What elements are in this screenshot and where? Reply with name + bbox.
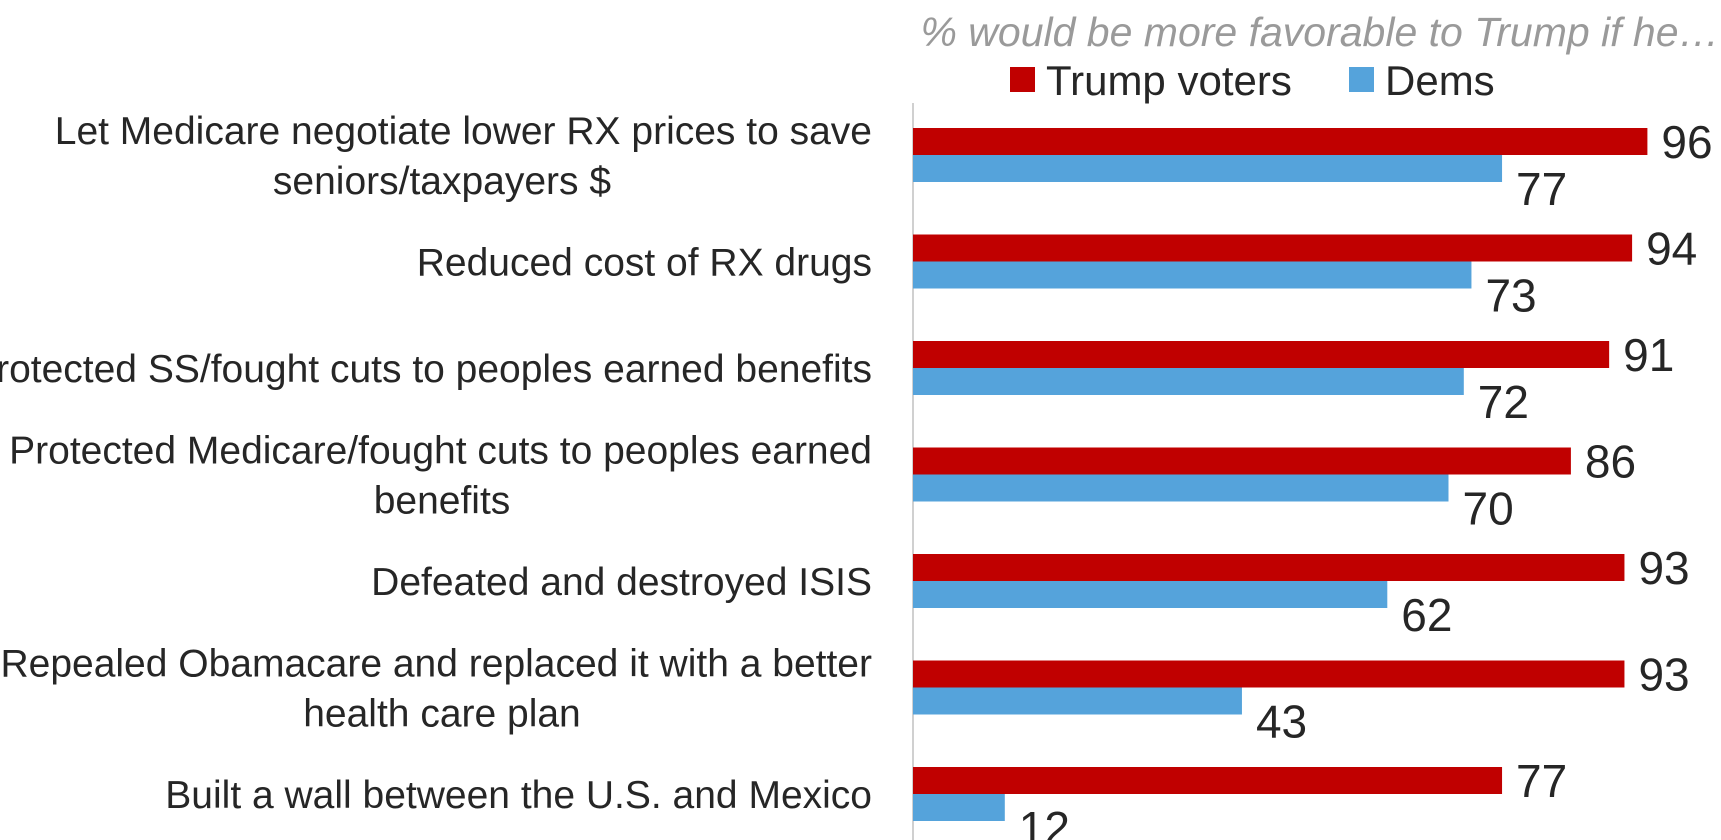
value-label-trump-voters-0: 96 (1661, 116, 1712, 168)
value-label-dems-1: 73 (1485, 270, 1536, 322)
category-label-5-line-0: Repealed Obamacare and replaced it with … (0, 643, 872, 686)
category-label-1-line-0: Reduced cost of RX drugs (417, 242, 872, 285)
category-label-5-line-1: health care plan (303, 693, 581, 736)
chart-subtitle: % would be more favorable to Trump if he… (920, 9, 1719, 55)
value-label-dems-5: 43 (1256, 696, 1307, 748)
legend-swatch-1 (1349, 67, 1374, 92)
value-labels: 96 94 91 86 93 93 77 77 73 72 70 62 43 12 (1019, 116, 1713, 840)
value-label-trump-voters-6: 77 (1516, 755, 1567, 807)
value-label-dems-0: 77 (1516, 163, 1567, 215)
value-label-trump-voters-4: 93 (1638, 542, 1689, 594)
category-label-2-line-0: Protected SS/fought cuts to peoples earn… (0, 348, 872, 391)
category-label-0-line-0: Let Medicare negotiate lower RX prices t… (55, 110, 872, 153)
legend-swatch-0 (1010, 67, 1035, 92)
bar-dems-1 (913, 261, 1472, 289)
bar-trump-voters-3 (913, 447, 1571, 475)
category-label-3-line-0: Protected Medicare/fought cuts to people… (9, 430, 872, 473)
category-label-4-line-0: Defeated and destroyed ISIS (371, 561, 872, 604)
bar-trump-voters-1 (913, 234, 1633, 262)
value-label-trump-voters-3: 86 (1585, 436, 1636, 488)
bar-trump-voters-5 (913, 660, 1625, 688)
bar-dems-0 (913, 155, 1503, 182)
bar-trump-voters-6 (913, 767, 1503, 794)
bar-dems-2 (913, 368, 1464, 395)
value-label-trump-voters-1: 94 (1646, 223, 1697, 275)
legend: Trump voters Dems (1010, 57, 1495, 104)
value-label-trump-voters-2: 91 (1623, 329, 1674, 381)
bar-dems-3 (913, 474, 1449, 502)
bar-dems-6 (913, 794, 1005, 821)
value-label-dems-2: 72 (1478, 376, 1529, 428)
value-label-dems-3: 70 (1463, 483, 1514, 535)
bar-dems-4 (913, 581, 1388, 608)
bar-dems-5 (913, 687, 1242, 715)
category-label-3-line-1: benefits (374, 480, 511, 523)
value-label-dems-4: 62 (1401, 589, 1452, 641)
legend-label-0: Trump voters (1046, 57, 1292, 104)
bar-trump-voters-0 (913, 128, 1648, 155)
legend-label-1: Dems (1385, 57, 1495, 104)
bar-trump-voters-2 (913, 341, 1610, 368)
value-label-trump-voters-5: 93 (1638, 649, 1689, 701)
bar-trump-voters-4 (913, 554, 1625, 581)
category-label-0-line-1: seniors/taxpayers $ (273, 160, 611, 203)
category-labels: Let Medicare negotiate lower RX prices t… (0, 110, 872, 817)
bars (913, 128, 1648, 821)
value-label-dems-6: 12 (1019, 802, 1070, 840)
category-label-6-line-0: Built a wall between the U.S. and Mexico (165, 774, 872, 817)
